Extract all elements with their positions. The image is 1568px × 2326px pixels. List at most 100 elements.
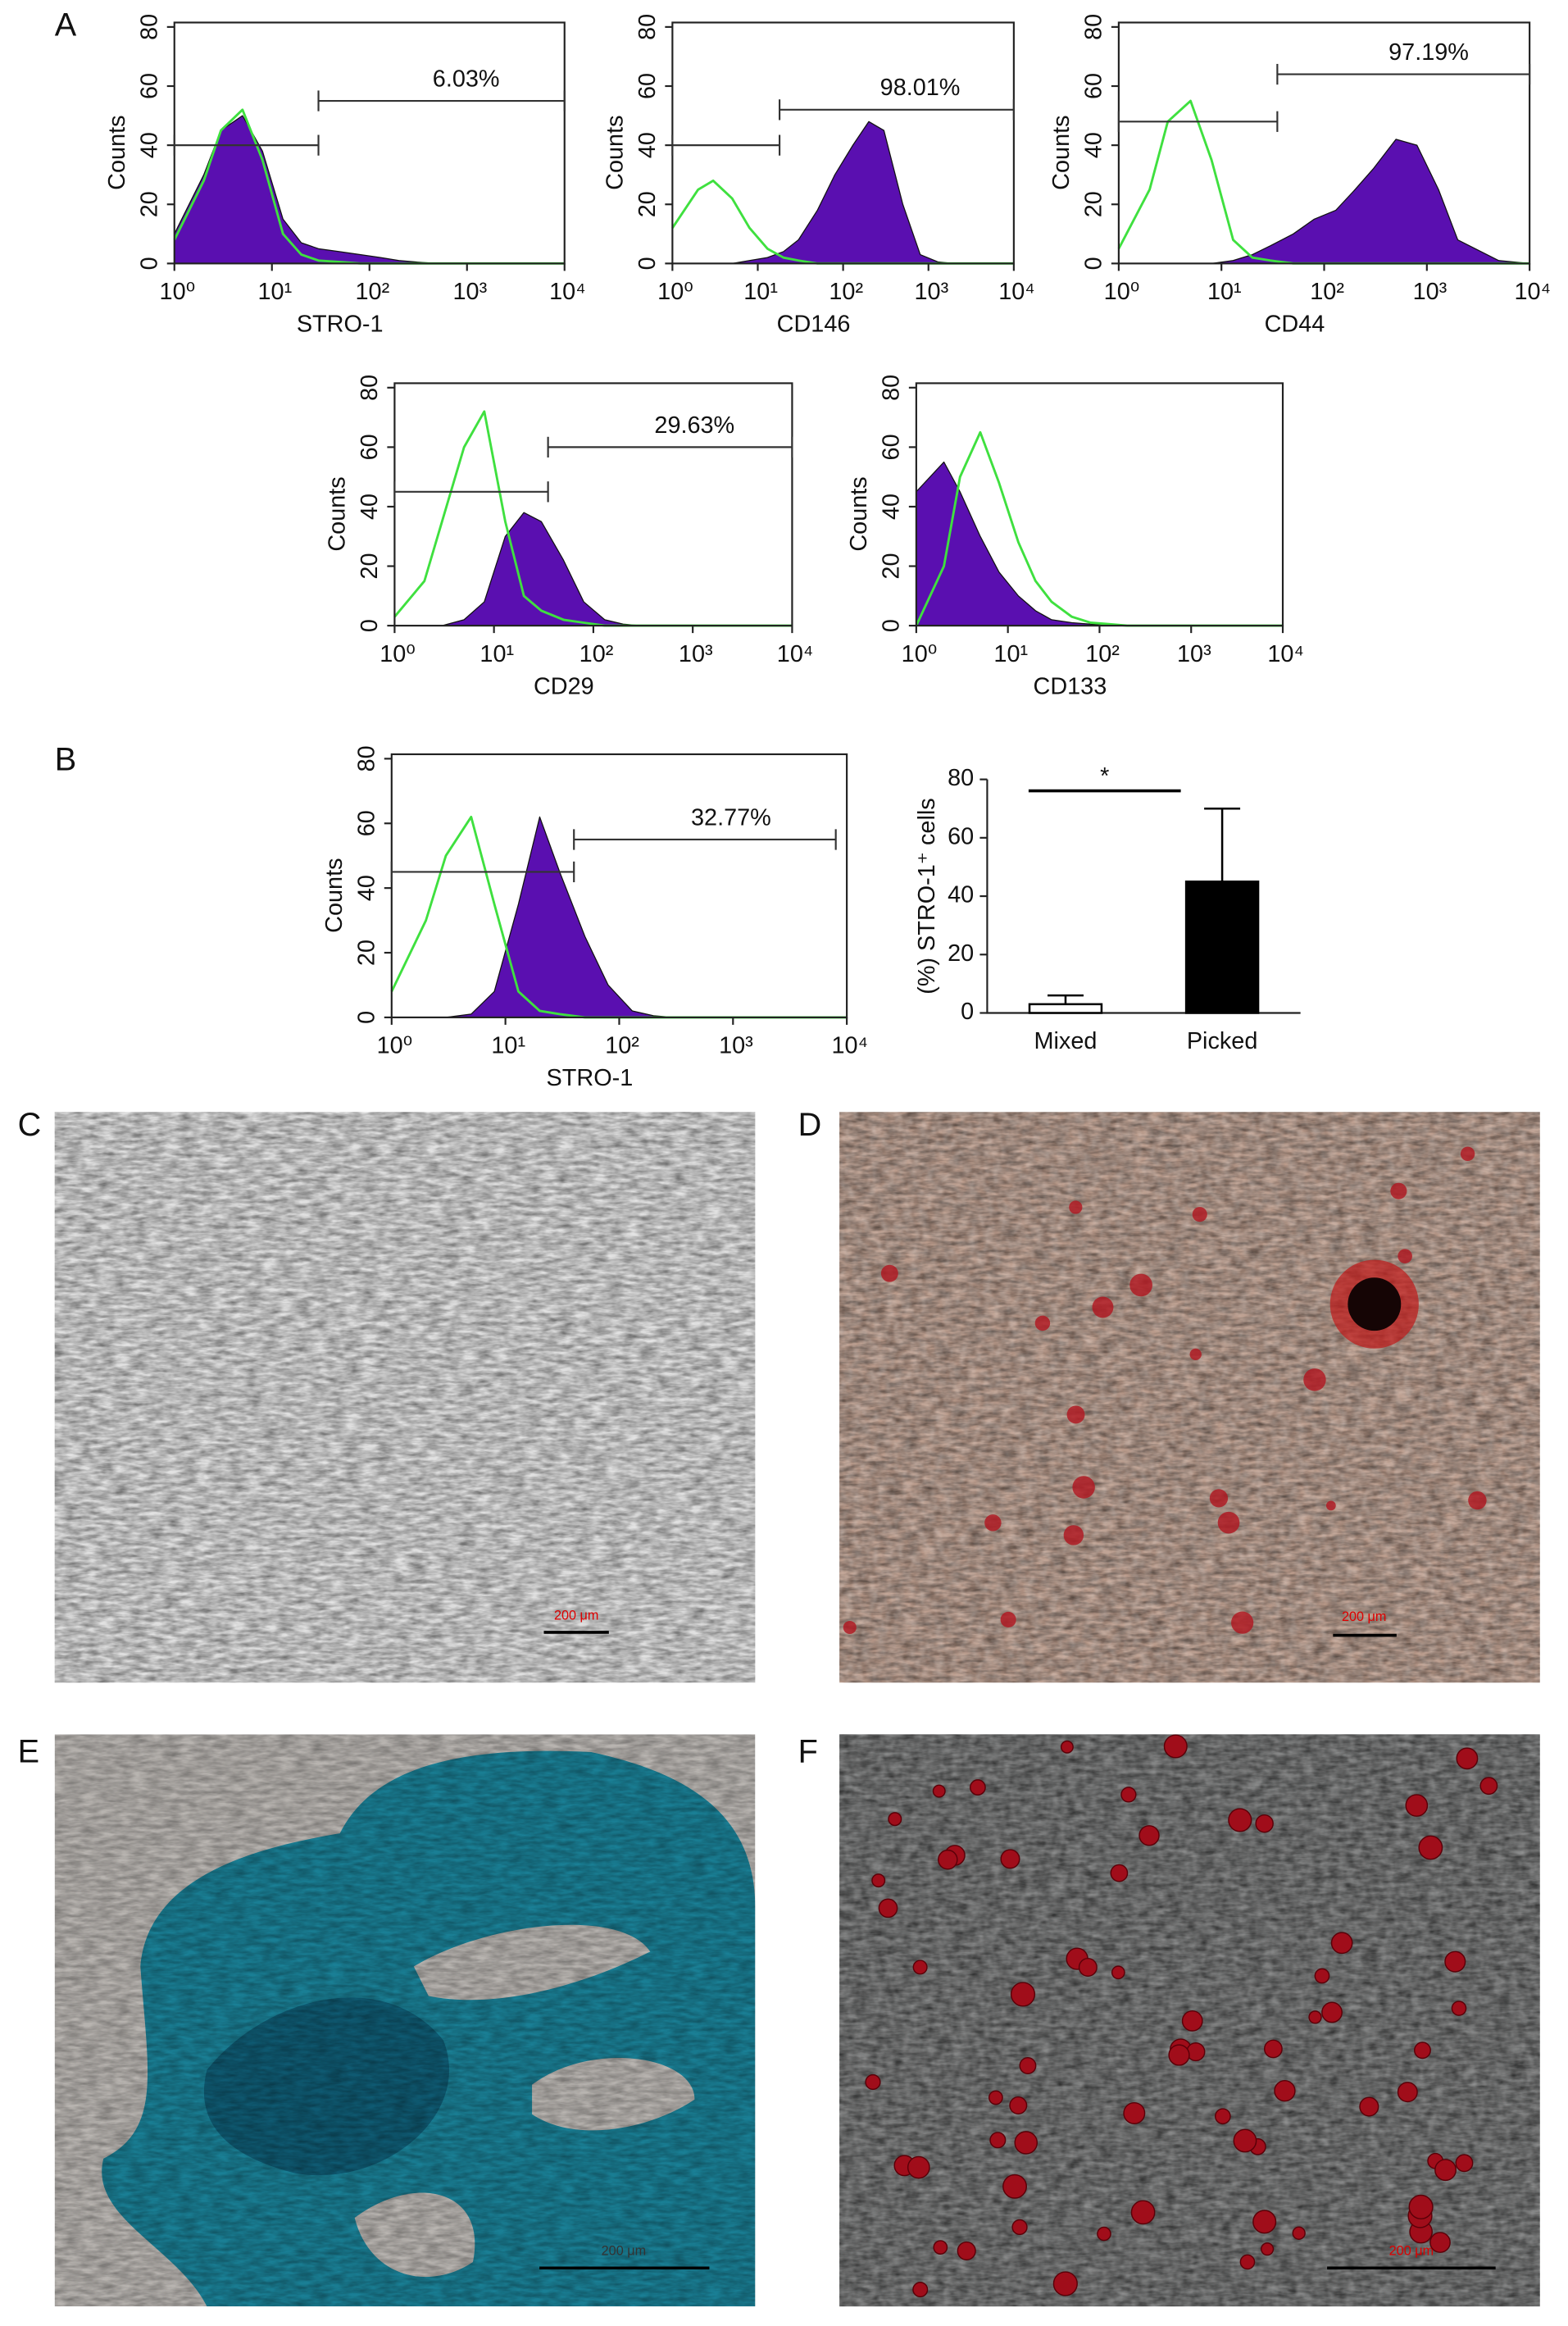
scale-bar-label: 200 μm: [554, 1608, 598, 1623]
stain: [1060, 1740, 1074, 1754]
stain: [1303, 1368, 1326, 1391]
y-tick-label: 40: [354, 875, 380, 901]
y-tick-label: 80: [354, 745, 380, 772]
image-texture: [54, 1734, 756, 2307]
stain: [878, 1898, 898, 1919]
stain: [1186, 2042, 1206, 2062]
x-axis-label: CD146: [777, 312, 851, 338]
y-axis-label: (%) STRO-1⁺ cells: [914, 798, 940, 994]
stain: [1405, 1794, 1429, 1817]
histogram: [916, 461, 1284, 626]
panel-label: A: [55, 7, 77, 43]
y-tick-label: 60: [948, 823, 974, 849]
y-tick-label: 0: [357, 619, 383, 632]
scale-bar-label: 200 μm: [1342, 1609, 1386, 1624]
gate-percent: 32.77%: [691, 804, 771, 831]
stain: [1189, 1348, 1202, 1361]
gate-percent: 97.19%: [1388, 39, 1469, 66]
gate-percent: 98.01%: [880, 75, 961, 101]
y-tick-label: 40: [1081, 132, 1107, 158]
stain: [1359, 2096, 1379, 2117]
x-tick-label: 10⁰: [377, 1033, 413, 1059]
y-tick-label: 20: [879, 553, 905, 579]
y-tick-label: 0: [634, 257, 661, 270]
plot-frame: [390, 753, 848, 1018]
stain: [1397, 2082, 1418, 2103]
stain: [1434, 2159, 1457, 2182]
x-tick-label: 10²: [579, 641, 614, 667]
stain: [912, 2282, 929, 2298]
histogram: [393, 410, 793, 627]
stain: [888, 1812, 902, 1827]
stain: [970, 1779, 986, 1796]
x-axis-label: STRO-1: [547, 1065, 634, 1091]
x-tick-label: 10²: [356, 279, 390, 305]
y-axis-label: Counts: [321, 858, 348, 932]
x-tick-label: 10³: [679, 641, 713, 667]
x-axis-label: STRO-1: [297, 312, 384, 338]
stain: [1168, 2044, 1190, 2066]
histogram: [390, 815, 848, 1019]
x-tick-label: 10³: [453, 279, 488, 305]
y-tick-label: 40: [634, 132, 661, 158]
stain: [1398, 1249, 1412, 1263]
stain: [932, 1784, 946, 1798]
stain: [1252, 2210, 1277, 2234]
stain: [1460, 1146, 1475, 1162]
x-tick-label: 10⁰: [1104, 279, 1140, 305]
stain: [1139, 1825, 1160, 1846]
stain: [1274, 2079, 1296, 2102]
stain: [989, 2132, 1007, 2149]
stain: [1308, 2010, 1322, 2024]
stain: [1002, 2174, 1028, 2199]
stain: [1063, 1525, 1084, 1545]
scale-bar-label: 200 μm: [602, 2244, 646, 2259]
stain: [1092, 1296, 1114, 1318]
stain: [1181, 2010, 1203, 2032]
stain: [1408, 2194, 1434, 2219]
y-tick-label: 0: [354, 1011, 380, 1024]
y-axis-label: Counts: [104, 115, 130, 189]
stain: [1111, 1965, 1125, 1980]
stain: [1451, 2001, 1467, 2016]
stain: [1217, 1511, 1240, 1534]
stain: [843, 1620, 857, 1634]
x-tick-label: 10¹: [993, 641, 1028, 667]
stain: [1479, 1777, 1498, 1796]
image-texture: [839, 1112, 1540, 1683]
x-tick-label: 10³: [1177, 641, 1211, 667]
bar: [1028, 1003, 1103, 1014]
stain: [1123, 2101, 1146, 2124]
stain: [1418, 1835, 1443, 1860]
stain: [1325, 1500, 1336, 1511]
stain: [1444, 1950, 1466, 1973]
x-tick-label: Mixed: [1034, 1028, 1098, 1054]
x-tick-label: Picked: [1187, 1028, 1258, 1054]
y-tick-label: 60: [634, 73, 661, 99]
y-tick-label: 60: [354, 810, 380, 836]
y-tick-label: 80: [1081, 14, 1107, 40]
stain: [1255, 1814, 1274, 1833]
stain: [1413, 2042, 1431, 2060]
gate-percent: 6.03%: [433, 66, 500, 92]
stain: [1390, 1182, 1407, 1199]
stain: [1000, 1611, 1016, 1627]
x-tick-label: 10⁴: [549, 279, 585, 305]
y-tick-label: 0: [961, 999, 974, 1025]
stain: [1214, 2108, 1231, 2125]
stain: [1330, 1932, 1353, 1955]
y-tick-label: 20: [357, 553, 383, 579]
micrograph: 200 μm: [54, 1112, 756, 1683]
x-tick-label: 10¹: [1207, 279, 1242, 305]
x-tick-label: 10¹: [258, 279, 293, 305]
y-tick-label: 20: [634, 191, 661, 217]
x-tick-label: 10²: [829, 279, 863, 305]
x-axis-label: CD29: [534, 673, 594, 699]
stain: [1321, 2001, 1343, 2023]
stain: [1468, 1491, 1487, 1510]
x-tick-label: 10³: [1413, 279, 1448, 305]
y-axis-label: Counts: [1048, 115, 1075, 189]
x-tick-label: 10⁴: [777, 641, 813, 667]
histogram: [391, 816, 848, 1018]
x-tick-label: 10²: [605, 1033, 639, 1059]
